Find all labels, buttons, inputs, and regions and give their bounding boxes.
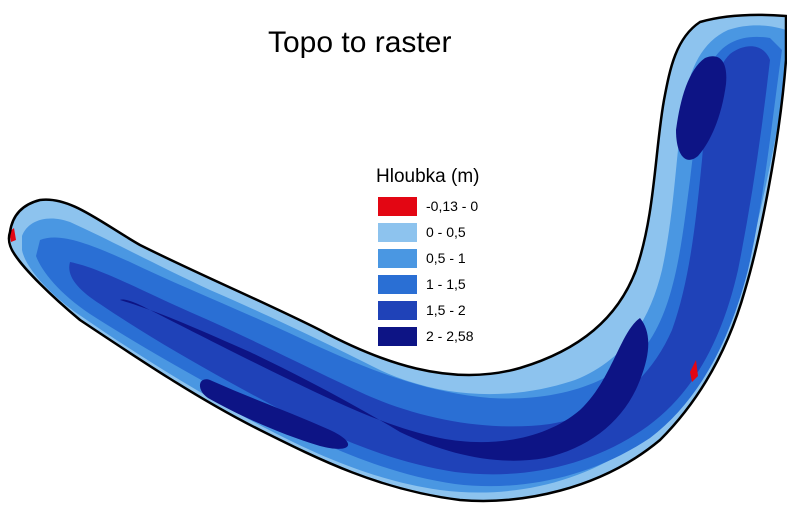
legend-swatch — [378, 327, 417, 346]
legend-item: 0,5 - 1 — [376, 249, 479, 275]
legend-label: 0,5 - 1 — [426, 250, 466, 266]
legend-item: 0 - 0,5 — [376, 223, 479, 249]
legend-swatch — [378, 301, 417, 320]
depth-legend: Hloubka (m) -0,13 - 0 0 - 0,5 0,5 - 1 1 … — [376, 166, 479, 353]
legend-swatch — [378, 223, 417, 242]
legend-swatch — [378, 249, 417, 268]
legend-item: -0,13 - 0 — [376, 197, 479, 223]
legend-item: 1 - 1,5 — [376, 275, 479, 301]
legend-swatch — [378, 197, 417, 216]
river-outline — [7, 13, 787, 503]
map-title: Topo to raster — [268, 26, 452, 59]
shallow-bank-right — [690, 360, 698, 382]
legend-label: 1,5 - 2 — [426, 302, 466, 318]
legend-swatch — [378, 275, 417, 294]
depth-band-2-2.58 — [676, 56, 727, 160]
legend-title: Hloubka (m) — [376, 166, 480, 187]
legend-label: -0,13 - 0 — [426, 198, 479, 214]
legend-label: 2 - 2,58 — [426, 328, 474, 344]
legend-item: 2 - 2,58 — [376, 327, 479, 353]
legend-item: 1,5 - 2 — [376, 301, 479, 327]
legend-label: 1 - 1,5 — [426, 276, 466, 292]
depth-band-1.5-2 — [69, 46, 770, 475]
legend-label: 0 - 0,5 — [426, 224, 466, 240]
depth-band-2-2.58 — [199, 379, 349, 449]
